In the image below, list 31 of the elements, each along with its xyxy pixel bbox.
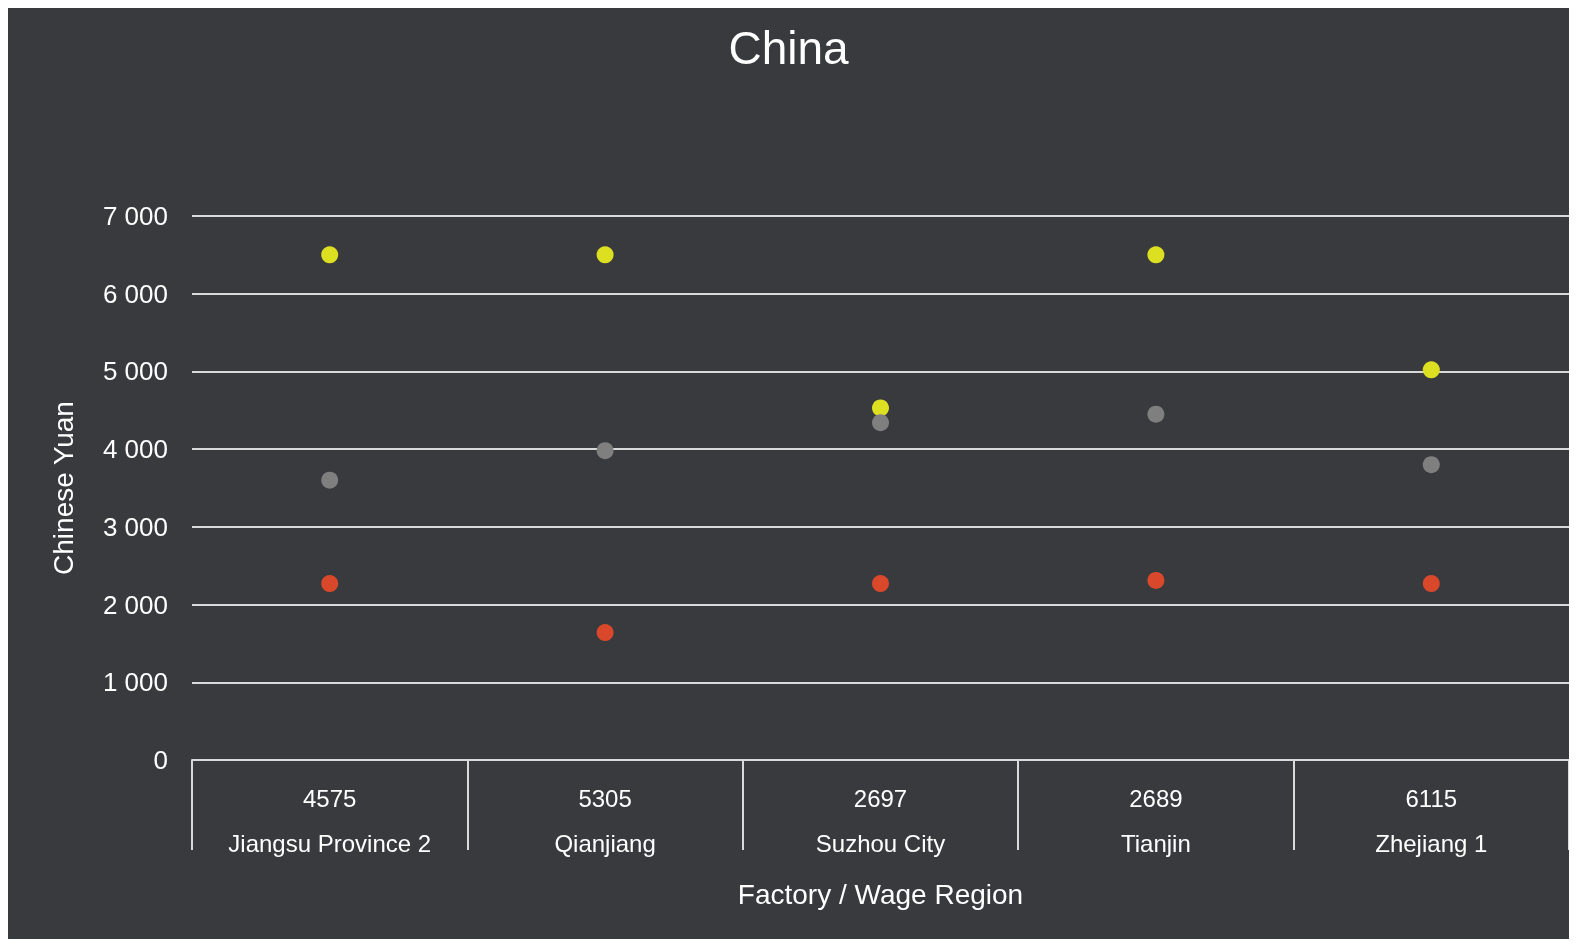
chart-title: China bbox=[728, 22, 849, 74]
point bbox=[321, 246, 339, 264]
x-tick-label: 2697 Suzhou City bbox=[815, 785, 946, 857]
point bbox=[321, 471, 339, 489]
point bbox=[1422, 575, 1440, 593]
y-tick-label: 0 bbox=[153, 745, 168, 775]
point bbox=[1147, 246, 1165, 264]
y-tick-label: 7 000 bbox=[102, 201, 168, 231]
x-tick-label: 5305 Qianjiang bbox=[554, 785, 656, 857]
y-tick-label: 2 000 bbox=[102, 589, 168, 620]
x-axis-title: Factory / Wage Region bbox=[737, 878, 1024, 910]
y-tick-label: 4 000 bbox=[102, 434, 168, 465]
point bbox=[872, 399, 889, 417]
y-axis-title: Chinese Yuan bbox=[47, 401, 79, 575]
x-tick-label: 4575 Jiangsu Province 2 bbox=[228, 785, 432, 857]
x-tick-label: 2689 Tianjin bbox=[1120, 785, 1191, 857]
point bbox=[872, 575, 889, 593]
point bbox=[1147, 405, 1165, 423]
point bbox=[1422, 456, 1440, 474]
point bbox=[596, 246, 614, 264]
point bbox=[1422, 361, 1440, 379]
y-tick-label: 1 000 bbox=[102, 667, 168, 698]
point bbox=[596, 442, 614, 460]
point bbox=[1147, 571, 1165, 589]
y-tick-label: 5 000 bbox=[102, 356, 168, 387]
point bbox=[596, 624, 614, 642]
y-tick-label: 6 000 bbox=[102, 278, 168, 309]
point bbox=[321, 575, 339, 593]
point bbox=[872, 414, 889, 432]
x-tick-label: 6115 Zhejiang 1 bbox=[1375, 785, 1488, 857]
y-tick-label: 3 000 bbox=[102, 511, 168, 542]
